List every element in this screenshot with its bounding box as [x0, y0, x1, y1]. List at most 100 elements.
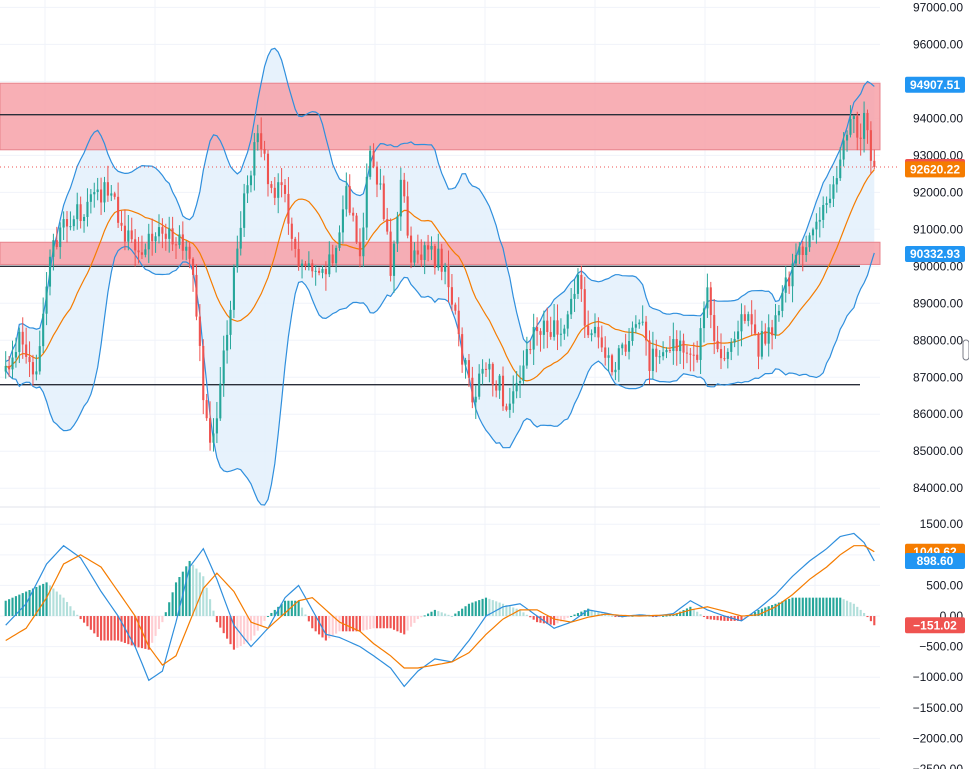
histogram-bar	[151, 616, 154, 643]
candle-body	[563, 328, 566, 334]
histogram-bar	[365, 616, 368, 630]
histogram-bar	[716, 616, 719, 621]
candle-body	[321, 268, 324, 273]
candle-body	[392, 243, 396, 276]
candle-body	[624, 344, 627, 352]
candle	[685, 345, 689, 364]
candle-body	[811, 229, 815, 236]
axis-scroll-handle[interactable]	[962, 339, 969, 361]
candle	[614, 361, 617, 381]
histogram-bar	[696, 611, 699, 617]
badge-label: 90332.93	[910, 247, 960, 261]
histogram-bar	[144, 616, 147, 649]
histogram-bar	[423, 615, 426, 617]
candle	[444, 262, 447, 285]
candles	[4, 101, 876, 452]
histogram-bar	[35, 586, 38, 617]
candle	[488, 358, 491, 383]
candle-body	[253, 142, 256, 176]
candle	[805, 235, 808, 262]
candle	[260, 117, 263, 158]
histogram-bar	[614, 616, 617, 618]
candle-body	[226, 334, 229, 351]
candle	[331, 244, 334, 267]
candle-body	[634, 324, 637, 328]
histogram-bar	[86, 616, 89, 627]
candle-body	[556, 320, 559, 335]
badge-label: 898.60	[917, 554, 954, 568]
candle-body	[559, 333, 562, 335]
histogram-bar	[760, 608, 763, 617]
candle-body	[369, 150, 372, 177]
histogram-bar	[42, 583, 45, 617]
candle-body	[805, 247, 808, 256]
candle	[467, 353, 471, 387]
histogram-bar	[263, 616, 266, 621]
candle-body	[665, 349, 668, 353]
histogram-bar	[662, 615, 665, 617]
candle-body	[399, 179, 402, 217]
candle-body	[147, 233, 150, 250]
candle-body	[120, 222, 123, 226]
candle-body	[72, 219, 75, 227]
candle-body	[566, 314, 569, 329]
histogram-bar	[546, 616, 549, 624]
histogram-bar	[331, 616, 334, 636]
candle-body	[709, 287, 712, 316]
candle-body	[137, 250, 140, 253]
histogram-bar	[529, 616, 532, 618]
histogram-bar	[21, 593, 24, 617]
histogram-bar	[72, 610, 75, 617]
candle-body	[130, 230, 133, 240]
candle	[253, 132, 256, 191]
histogram-bar	[658, 616, 661, 618]
candle-body	[825, 203, 828, 206]
histogram-bar	[59, 594, 62, 617]
candle	[229, 300, 232, 350]
candle-body	[379, 183, 382, 185]
histogram-bar	[205, 587, 208, 617]
candle	[243, 183, 246, 237]
candle	[55, 226, 58, 250]
histogram-bar	[679, 611, 682, 617]
histogram-bar	[464, 606, 467, 617]
candle-body	[331, 254, 334, 264]
candle-body	[294, 238, 297, 249]
candle	[869, 121, 872, 175]
candle	[423, 241, 426, 275]
candle	[38, 330, 41, 375]
candle-body	[597, 326, 600, 338]
histogram-bar	[801, 597, 804, 617]
histogram-bar	[253, 616, 256, 636]
candle	[515, 371, 518, 399]
candle	[774, 303, 777, 339]
histogram-bar	[382, 616, 385, 629]
candle-body	[311, 263, 314, 272]
candle	[501, 366, 505, 411]
candle-body	[45, 286, 48, 314]
candle	[137, 236, 140, 264]
candle	[665, 347, 668, 359]
candle	[181, 221, 184, 260]
histogram-bar	[805, 597, 808, 617]
candle	[454, 302, 457, 315]
candle	[590, 329, 593, 342]
candle-body	[31, 362, 35, 375]
histogram-bar	[740, 616, 743, 621]
histogram-bar	[512, 607, 515, 617]
histogram-bar	[542, 616, 545, 624]
candle-body	[123, 225, 126, 242]
histogram-bar	[488, 598, 491, 617]
candle	[655, 339, 658, 373]
histogram-bar	[866, 616, 869, 618]
histogram-bar	[842, 599, 845, 617]
candle-body	[117, 196, 120, 223]
candle-body	[536, 327, 539, 332]
candle-body	[297, 248, 300, 267]
histogram-bar	[774, 603, 777, 617]
histogram-bar	[375, 616, 379, 629]
histogram-bar	[675, 613, 678, 617]
bollinger-lower-line	[5, 245, 875, 506]
